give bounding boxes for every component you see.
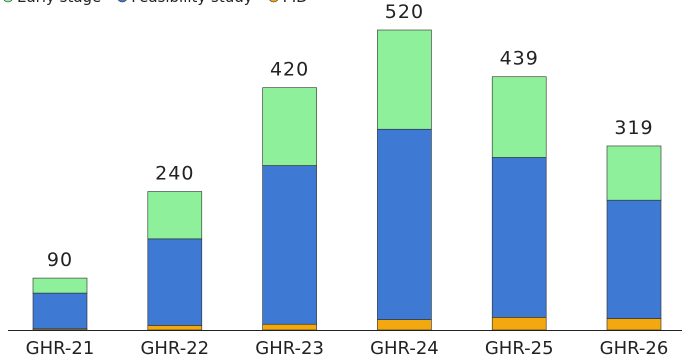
bar-segment-ghr-23-early-stage (262, 87, 317, 166)
bar-segment-ghr-21-feasibility-study (32, 292, 88, 330)
bar-segment-ghr-26-feasibility-study (606, 199, 662, 319)
total-label-ghr-25: 439 (500, 48, 539, 70)
bar-segment-ghr-21-early-stage (32, 277, 88, 294)
legend-item-feasibility-study: Feasibility study (117, 0, 253, 6)
x-tick-label-ghr-25: GHR-25 (485, 338, 554, 356)
bar-segment-ghr-24-early-stage (377, 29, 432, 130)
x-tick-label-ghr-21: GHR-21 (26, 338, 95, 356)
total-label-ghr-21: 90 (47, 249, 73, 271)
total-label-ghr-22: 240 (155, 163, 194, 185)
bars (32, 29, 662, 331)
legend-label: Feasibility study (131, 0, 252, 6)
total-labels: 90 240 420 520 439 319 (47, 1, 653, 271)
legend-marker (117, 0, 127, 3)
legend-marker (3, 0, 13, 3)
bar-segment-ghr-26-early-stage (606, 145, 662, 201)
total-label-ghr-26: 319 (614, 117, 653, 139)
bar-segment-ghr-25-pid (491, 317, 547, 331)
legend-label: Early stage (17, 0, 101, 6)
bar-segment-ghr-22-pid (147, 325, 203, 331)
bar-segment-ghr-23-feasibility-study (262, 165, 317, 325)
bar-segment-ghr-25-early-stage (491, 76, 547, 158)
bar-segment-ghr-26-pid (606, 318, 662, 331)
x-tick-label-ghr-22: GHR-22 (140, 338, 209, 356)
legend-item-early-stage: Early stage (3, 0, 101, 6)
x-axis-tick-labels: GHR-21 GHR-22 GHR-23 GHR-24 GHR-25 GHR-26 (26, 338, 669, 356)
x-tick-label-ghr-23: GHR-23 (255, 338, 324, 356)
bar-segment-ghr-23-pid (262, 323, 317, 331)
total-label-ghr-23: 420 (270, 59, 309, 81)
x-tick-label-ghr-26: GHR-26 (600, 338, 669, 356)
bar-segment-ghr-22-feasibility-study (147, 238, 203, 326)
bar-segment-ghr-25-feasibility-study (491, 157, 547, 318)
bar-segment-ghr-24-pid (377, 319, 432, 331)
legend-marker (269, 0, 279, 3)
bar-segment-ghr-24-feasibility-study (377, 128, 432, 320)
total-label-ghr-24: 520 (385, 1, 424, 23)
x-tick-label-ghr-24: GHR-24 (370, 338, 439, 356)
legend-item-pid: PID (269, 0, 308, 6)
legend: Early stage Feasibility study PID (3, 0, 308, 6)
legend-label: PID (283, 0, 308, 6)
bar-segment-ghr-22-early-stage (147, 191, 203, 240)
